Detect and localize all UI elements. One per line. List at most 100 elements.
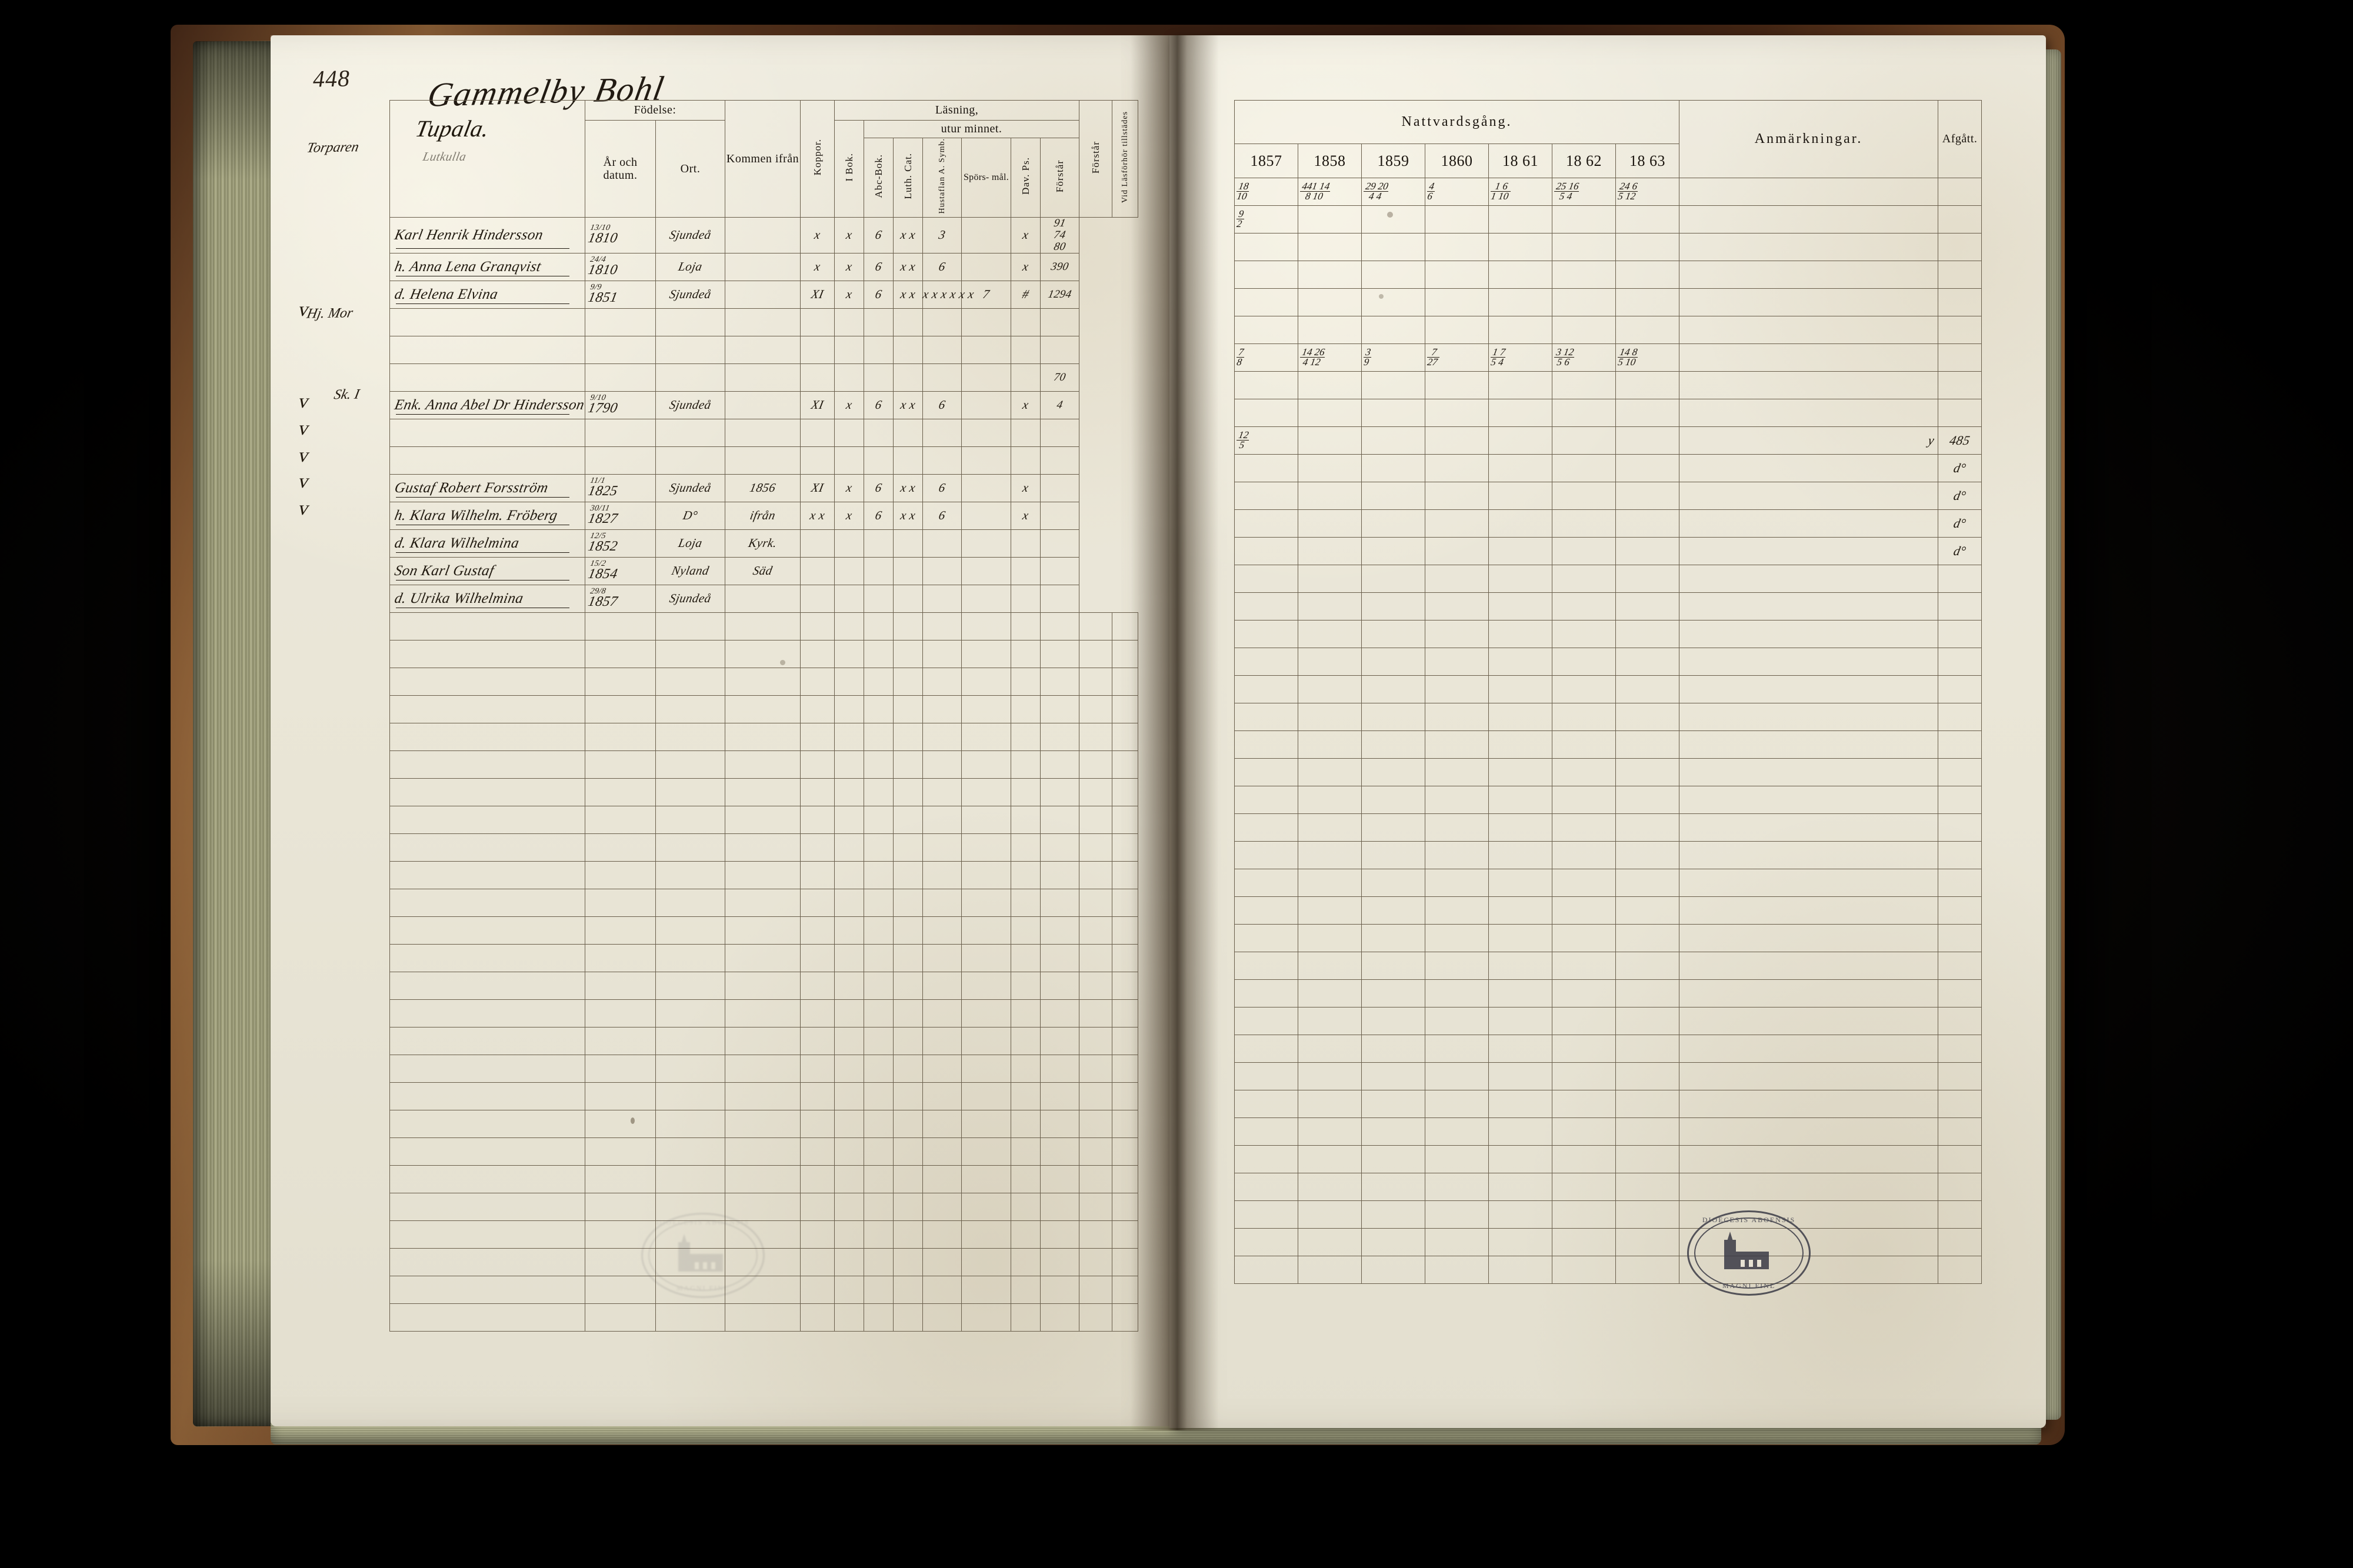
- row-attendance-cell[interactable]: [1039, 473, 1080, 502]
- row-remarks-cell[interactable]: [1679, 482, 1939, 510]
- empty-cell[interactable]: [922, 612, 962, 640]
- empty-cell[interactable]: [1298, 703, 1362, 731]
- empty-cell[interactable]: [1488, 1200, 1552, 1229]
- row-communion-1862-cell[interactable]: [1552, 426, 1616, 455]
- empty-cell[interactable]: [1552, 841, 1616, 869]
- row-birth-year-cell[interactable]: 13/10 1810: [585, 216, 656, 253]
- empty-cell[interactable]: [585, 1082, 656, 1110]
- empty-cell[interactable]: [1552, 1117, 1616, 1146]
- empty-cell[interactable]: [1011, 999, 1041, 1027]
- empty-cell[interactable]: [1615, 1145, 1680, 1173]
- row-communion-1859-cell[interactable]: [1361, 261, 1425, 289]
- row-communion-1857-cell[interactable]: [1234, 482, 1298, 510]
- empty-cell[interactable]: [961, 639, 1011, 668]
- empty-cell[interactable]: [1615, 1200, 1680, 1229]
- empty-cell[interactable]: [1112, 667, 1139, 696]
- empty-cell[interactable]: [1552, 620, 1616, 648]
- empty-cell[interactable]: [1039, 1026, 1080, 1055]
- empty-cell[interactable]: [834, 833, 864, 862]
- table-row[interactable]: [1234, 1035, 1982, 1063]
- empty-cell[interactable]: [1938, 952, 1982, 980]
- table-row[interactable]: [1234, 813, 1982, 842]
- empty-cell[interactable]: [834, 999, 864, 1027]
- empty-cell[interactable]: [922, 999, 962, 1027]
- empty-cell[interactable]: [389, 667, 585, 696]
- empty-cell[interactable]: [585, 860, 656, 889]
- row-remarks-cell[interactable]: [1679, 288, 1939, 316]
- empty-cell[interactable]: [1425, 1117, 1489, 1146]
- row-birth-year-cell[interactable]: [585, 418, 656, 447]
- empty-cell[interactable]: [893, 1082, 923, 1110]
- empty-cell[interactable]: [1425, 592, 1489, 620]
- empty-cell[interactable]: [1298, 1090, 1362, 1118]
- empty-cell[interactable]: [864, 1165, 894, 1193]
- empty-cell[interactable]: [1488, 1256, 1552, 1284]
- row-attendance-cell[interactable]: [1039, 556, 1080, 585]
- empty-cell[interactable]: [1679, 841, 1939, 869]
- empty-cell[interactable]: [1011, 667, 1041, 696]
- row-remarks-cell[interactable]: [1679, 399, 1939, 427]
- empty-cell[interactable]: [1615, 1256, 1680, 1284]
- table-row[interactable]: d°: [1234, 454, 1982, 482]
- empty-cell[interactable]: [800, 695, 835, 723]
- row-remarks-cell[interactable]: [1679, 537, 1939, 565]
- table-row[interactable]: [389, 888, 1139, 917]
- empty-cell[interactable]: [1011, 888, 1041, 917]
- empty-cell[interactable]: [1011, 1165, 1041, 1193]
- empty-cell[interactable]: [1679, 758, 1939, 786]
- empty-cell[interactable]: [1234, 565, 1298, 593]
- table-row[interactable]: d. Helena Elvina 9/9 1851 Sjundeå XI x 6 x x x x…: [389, 280, 1138, 309]
- table-row[interactable]: [389, 805, 1139, 834]
- row-departed-cell[interactable]: 485: [1938, 426, 1982, 455]
- empty-cell[interactable]: [834, 1192, 864, 1221]
- empty-cell[interactable]: [1234, 1117, 1298, 1146]
- empty-cell[interactable]: [961, 888, 1011, 917]
- empty-cell[interactable]: [585, 999, 656, 1027]
- empty-cell[interactable]: [1679, 786, 1939, 814]
- table-row[interactable]: [1234, 952, 1982, 980]
- row-communion-1863-cell[interactable]: [1615, 509, 1680, 538]
- empty-cell[interactable]: [1039, 722, 1080, 751]
- empty-cell[interactable]: [834, 1137, 864, 1166]
- empty-cell[interactable]: [1552, 1256, 1616, 1284]
- empty-cell[interactable]: [1425, 952, 1489, 980]
- empty-cell[interactable]: [864, 916, 894, 945]
- empty-cell[interactable]: [1298, 979, 1362, 1007]
- empty-cell[interactable]: [1938, 1117, 1982, 1146]
- row-communion-1863-cell[interactable]: [1615, 233, 1680, 261]
- table-row[interactable]: Karl Henrik Hindersson 13/10 1810 Sjundeå x x…: [389, 216, 1138, 253]
- row-communion-1859-cell[interactable]: [1361, 454, 1425, 482]
- empty-cell[interactable]: [893, 1247, 923, 1276]
- empty-cell[interactable]: [893, 639, 923, 668]
- empty-cell[interactable]: [1011, 1303, 1041, 1332]
- table-row[interactable]: Gustaf Robert Forsström 11/1 1825 Sjundeå 18…: [389, 473, 1138, 502]
- empty-cell[interactable]: [1234, 1035, 1298, 1063]
- empty-cell[interactable]: [1425, 1007, 1489, 1035]
- row-communion-1859-cell[interactable]: [1361, 288, 1425, 316]
- table-row[interactable]: 12 5 y 485: [1234, 426, 1982, 455]
- empty-cell[interactable]: [585, 805, 656, 834]
- empty-cell[interactable]: [725, 943, 801, 972]
- empty-cell[interactable]: [1938, 620, 1982, 648]
- empty-cell[interactable]: [864, 722, 894, 751]
- empty-cell[interactable]: [864, 695, 894, 723]
- empty-cell[interactable]: [725, 1082, 801, 1110]
- row-communion-1862-cell[interactable]: [1552, 371, 1616, 399]
- row-departed-cell[interactable]: d°: [1938, 537, 1982, 565]
- empty-cell[interactable]: [922, 778, 962, 806]
- row-communion-1861-cell[interactable]: [1488, 426, 1552, 455]
- empty-cell[interactable]: [1679, 1090, 1939, 1118]
- empty-cell[interactable]: [1425, 703, 1489, 731]
- empty-cell[interactable]: [834, 778, 864, 806]
- empty-cell[interactable]: [1361, 1035, 1425, 1063]
- empty-cell[interactable]: [1079, 1165, 1113, 1193]
- empty-cell[interactable]: [389, 833, 585, 862]
- empty-cell[interactable]: [893, 750, 923, 779]
- empty-cell[interactable]: [834, 1165, 864, 1193]
- row-communion-1859-cell[interactable]: [1361, 371, 1425, 399]
- empty-cell[interactable]: [1079, 1137, 1113, 1166]
- empty-cell[interactable]: [864, 833, 894, 862]
- empty-cell[interactable]: [389, 805, 585, 834]
